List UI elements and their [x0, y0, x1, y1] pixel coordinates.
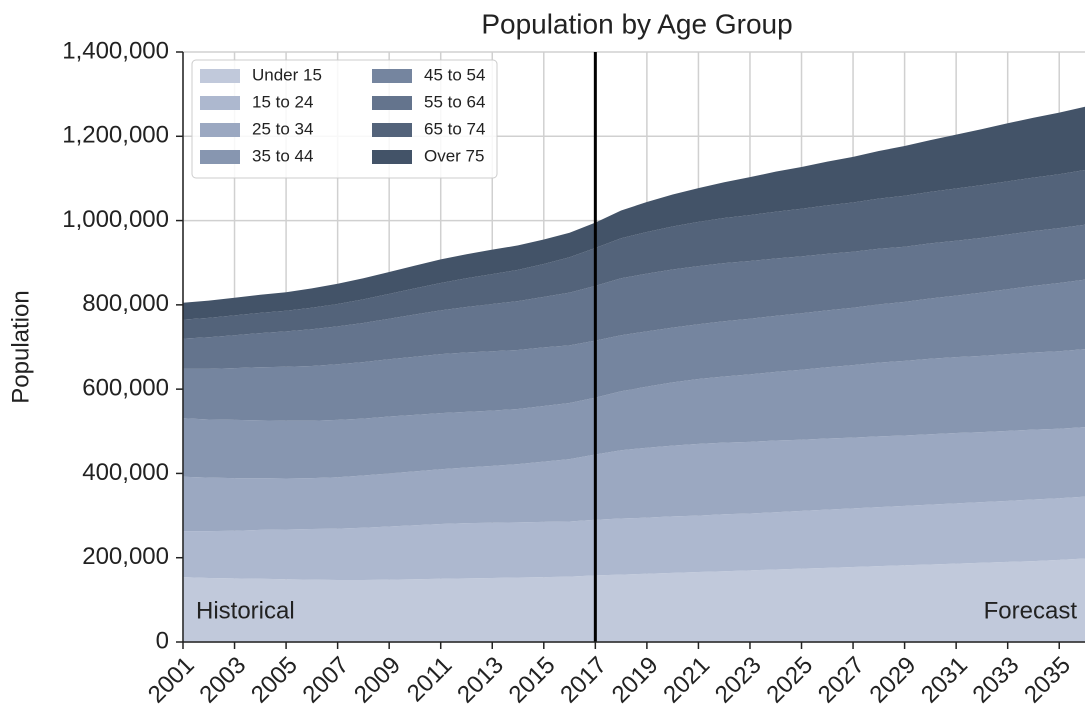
legend-swatch: [372, 150, 412, 164]
x-tick-label: 2001: [143, 652, 200, 709]
legend-swatch: [200, 150, 240, 164]
x-tick-label: 2031: [916, 652, 973, 709]
area: [183, 224, 1085, 369]
y-tick-label: 0: [156, 627, 169, 654]
legend-label: 15 to 24: [252, 92, 313, 111]
area: [183, 427, 1085, 532]
x-tick-label: 2021: [658, 652, 715, 709]
y-tick-label: 1,000,000: [62, 206, 169, 233]
area: [183, 106, 1085, 320]
x-tick-label: 2017: [555, 652, 612, 709]
x-tick-label: 2007: [298, 652, 355, 709]
area: [183, 170, 1085, 339]
y-tick-label: 200,000: [82, 543, 169, 570]
x-tick-label: 2025: [761, 652, 818, 709]
legend-swatch: [200, 96, 240, 110]
x-tick-label: 2029: [864, 652, 921, 709]
y-tick-label: 1,200,000: [62, 122, 169, 149]
chart-title: Population by Age Group: [481, 8, 792, 39]
legend-box: [191, 59, 498, 179]
y-tick-label: 600,000: [82, 374, 169, 401]
legend-label: Under 15: [252, 65, 322, 84]
area: [183, 349, 1085, 479]
legend-swatch: [200, 69, 240, 83]
x-tick-label: 2033: [968, 652, 1025, 709]
x-tick-label: 2013: [452, 652, 509, 709]
y-axis-label: Population: [7, 290, 34, 403]
x-tick-label: 2009: [349, 652, 406, 709]
legend-label: Over 75: [424, 146, 484, 165]
area: [183, 279, 1085, 421]
legend-swatch: [372, 123, 412, 137]
y-tick-label: 800,000: [82, 290, 169, 317]
x-tick-label: 2005: [246, 652, 303, 709]
x-tick-label: 2023: [710, 652, 767, 709]
x-tick-label: 2003: [194, 652, 251, 709]
y-tick-label: 400,000: [82, 459, 169, 486]
legend: Under 15 15 to 24 25 to 34 35 to 44 45 to 54…: [191, 59, 498, 179]
x-tick-label: 2015: [504, 652, 561, 709]
annotation: Forecast: [984, 597, 1078, 624]
x-tick-label: 2011: [402, 652, 458, 708]
legend-swatch: [200, 123, 240, 137]
legend-label: 25 to 34: [252, 119, 313, 138]
x-tick-label: 2035: [1019, 652, 1076, 709]
area: [183, 496, 1085, 581]
legend-label: 45 to 54: [424, 65, 485, 84]
x-tick-label: 2027: [813, 652, 870, 709]
x-tick-label: 2019: [607, 652, 664, 709]
legend-label: 35 to 44: [252, 146, 313, 165]
legend-swatch: [372, 69, 412, 83]
legend-label: 65 to 74: [424, 119, 485, 138]
area: [183, 558, 1085, 642]
legend-label: 55 to 64: [424, 92, 485, 111]
y-tick-label: 1,400,000: [62, 37, 169, 64]
annotation: Historical: [196, 597, 295, 624]
legend-swatch: [372, 96, 412, 110]
